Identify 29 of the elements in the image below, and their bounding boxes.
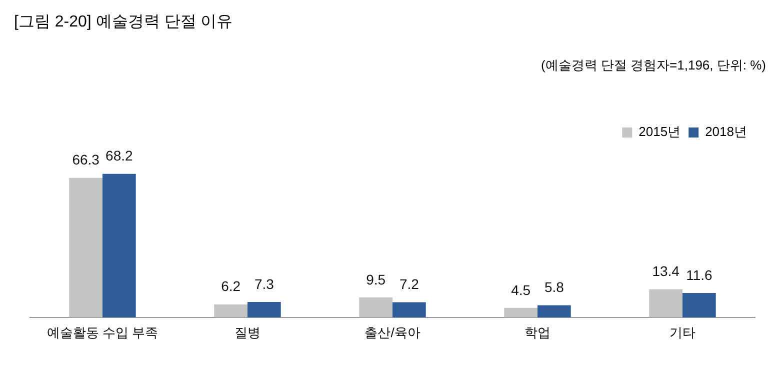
bar — [359, 297, 392, 318]
data-label: 13.4 — [652, 263, 680, 280]
bar — [214, 304, 248, 318]
legend-label: 2018년 — [705, 124, 747, 140]
data-label: 66.3 — [72, 152, 100, 168]
chart-title: [그림 2-20] 예술경력 단절 이유 — [14, 13, 233, 30]
data-label: 7.3 — [254, 276, 274, 292]
x-tick-label: 질병 — [234, 324, 260, 340]
bar — [504, 308, 538, 318]
data-label: 7.2 — [399, 276, 420, 292]
data-label: 68.2 — [106, 148, 134, 164]
x-tick-label: 기타 — [670, 324, 696, 340]
legend-label: 2015년 — [638, 124, 681, 140]
x-tick-label: 학업 — [524, 324, 550, 340]
bar — [248, 302, 281, 318]
bar — [649, 289, 682, 318]
data-label: 9.5 — [366, 271, 386, 288]
data-label: 4.5 — [511, 282, 531, 298]
data-label: 5.8 — [544, 279, 564, 296]
x-tick-label: 출산/육아 — [364, 324, 420, 340]
data-label: 6.2 — [221, 278, 241, 294]
bar — [392, 302, 426, 318]
text: (예술경력 단절 경험자=1,196, 단위: %) — [540, 58, 766, 73]
bar — [682, 292, 716, 318]
data-label: 11.6 — [686, 266, 712, 283]
x-tick-label: 예술활동 수입 부족 — [46, 324, 158, 340]
bar — [102, 174, 136, 318]
bar — [69, 178, 102, 318]
bar — [538, 305, 571, 318]
